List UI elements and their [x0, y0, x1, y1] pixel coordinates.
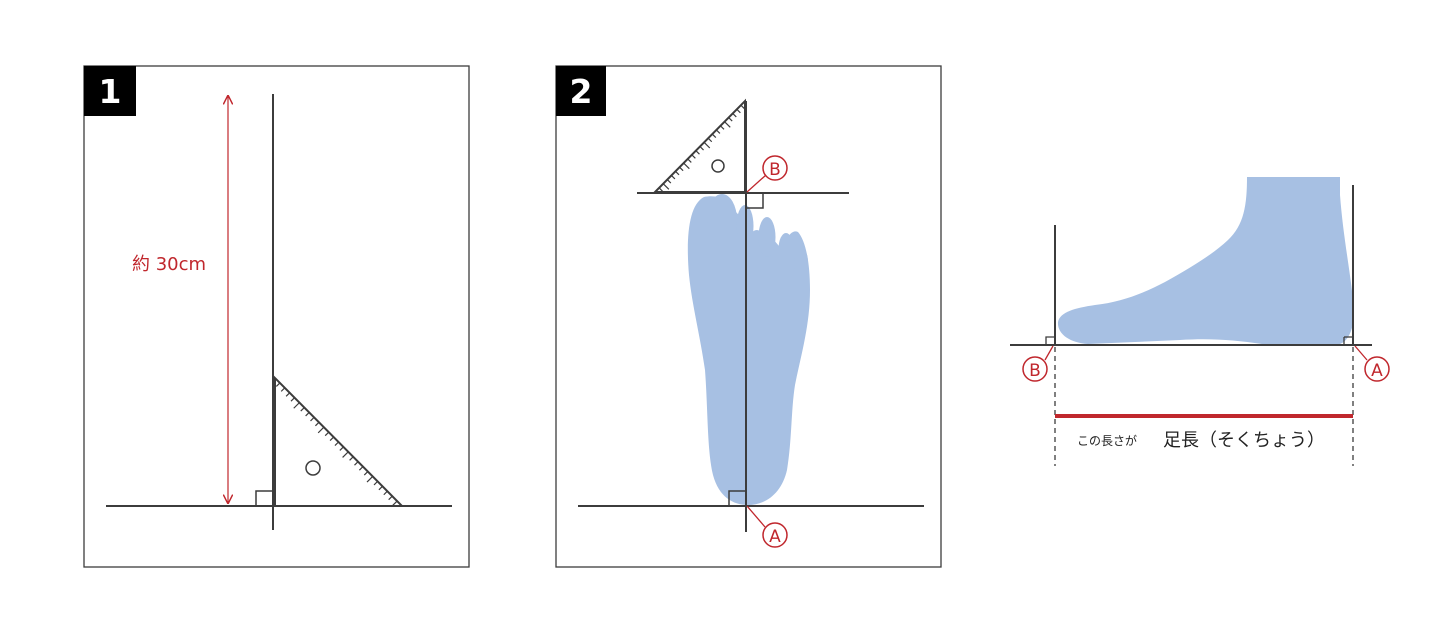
- ruler-tick: [662, 183, 670, 190]
- step-badge-2: [556, 66, 606, 116]
- ruler-tick: [391, 500, 398, 508]
- foot-side-icon: [1057, 177, 1354, 344]
- ruler-tick: [388, 495, 393, 501]
- ruler-tick: [670, 175, 676, 180]
- caption-small: この長さが: [1077, 433, 1137, 448]
- ruler-tick: [354, 461, 359, 466]
- ruler-tick: [383, 490, 388, 496]
- panel-3: B A この長さが 足長（そくちょう）: [1010, 177, 1390, 466]
- point-b-label: B: [769, 160, 781, 180]
- ruler-tick: [378, 485, 383, 491]
- panel-1: 1 約 30cm: [83, 65, 470, 568]
- ruler-tick: [314, 421, 320, 427]
- ruler-tick: [687, 158, 692, 163]
- ruler-tick: [728, 117, 733, 122]
- ruler-tick: [280, 387, 286, 392]
- ruler-tick: [720, 125, 725, 130]
- ruler-tick: [317, 426, 325, 434]
- set-square-ruler-icon: [274, 375, 405, 508]
- ruler-tick: [711, 133, 717, 139]
- ruler-tick: [724, 121, 731, 128]
- ruler-tick: [675, 170, 680, 176]
- point-a-label: A: [769, 527, 781, 547]
- ruler-tick: [691, 154, 696, 159]
- ruler-tick: [310, 416, 315, 422]
- caption-main: 足長（そくちょう）: [1163, 430, 1325, 451]
- point-a-leader: [746, 505, 766, 528]
- ruler-tick: [666, 179, 672, 184]
- point-b-leader: [746, 174, 767, 193]
- ruler-tick: [305, 412, 310, 417]
- step-number-1: 1: [99, 72, 122, 111]
- set-square-ruler-icon: [652, 98, 746, 193]
- ruler-tick: [285, 392, 291, 397]
- point-b-leader: [1044, 345, 1054, 361]
- ruler-tick: [358, 466, 364, 471]
- point-a-marker: [1364, 356, 1390, 382]
- ruler-tick: [329, 436, 335, 442]
- point-b-marker: [1022, 356, 1048, 382]
- measure-label: 約 30cm: [132, 254, 206, 275]
- ruler-tick: [349, 456, 354, 461]
- measure-label-bg: [128, 250, 224, 276]
- ruler-tick: [363, 471, 369, 476]
- ruler-tick: [334, 441, 339, 446]
- point-b-marker: [762, 155, 788, 181]
- ruler-tick: [707, 137, 713, 143]
- ruler-tick: [736, 108, 741, 114]
- ruler-tick: [366, 476, 374, 483]
- ruler-tick: [658, 187, 664, 192]
- point-b-label: B: [1029, 361, 1041, 381]
- foot-sole-icon: [687, 194, 810, 505]
- point-a-marker: [762, 522, 788, 548]
- ruler-tick: [339, 446, 344, 451]
- panel-2: 2 B A: [555, 65, 942, 568]
- ruler-tick: [300, 407, 305, 412]
- right-angle-icon: [255, 490, 273, 506]
- ruler-tick: [275, 382, 281, 387]
- ruler-tick: [740, 104, 745, 110]
- ruler-tick: [342, 451, 349, 458]
- ruler-tick: [732, 112, 737, 118]
- point-a-label: A: [1371, 361, 1383, 381]
- point-a-leader: [1354, 345, 1368, 361]
- ruler-tick: [715, 129, 721, 134]
- ruler-tick: [695, 150, 700, 155]
- right-angle-icon: [728, 490, 746, 506]
- ruler-tick: [293, 402, 300, 409]
- right-angle-icon: [1045, 336, 1055, 345]
- ruler-tick: [703, 141, 711, 149]
- step-number-2: 2: [570, 72, 593, 111]
- ruler-tick: [373, 480, 378, 486]
- right-angle-icon: [746, 193, 764, 209]
- ruler-tick: [324, 431, 330, 437]
- ruler-tick: [683, 162, 690, 170]
- step-badge-1: [84, 66, 136, 116]
- ruler-tick: [679, 166, 684, 172]
- ruler-tick: [290, 397, 295, 402]
- ruler-tick: [699, 146, 704, 151]
